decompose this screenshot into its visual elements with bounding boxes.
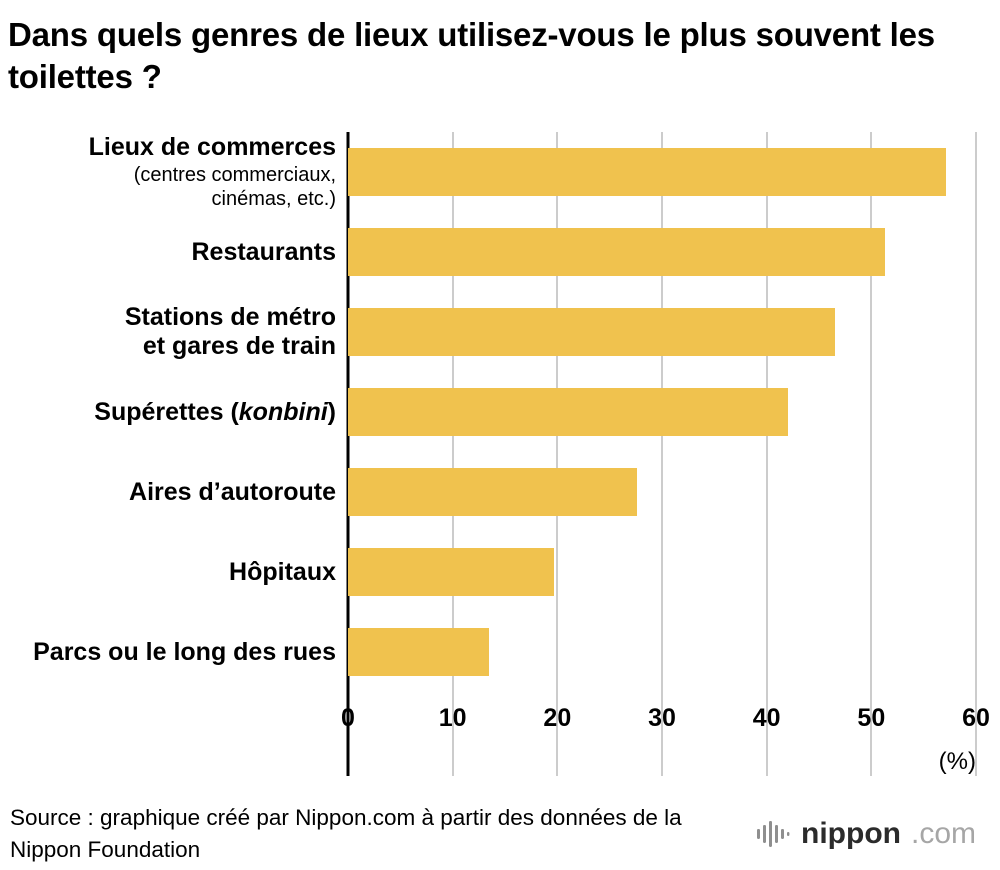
label-text: Supérettes ( xyxy=(94,397,239,426)
category-label: Restaurants xyxy=(8,238,348,268)
category-label: Aires d’autoroute xyxy=(8,478,348,508)
bar xyxy=(348,308,835,357)
category-label-line: Restaurants xyxy=(8,237,337,268)
label-text: et gares de train xyxy=(142,332,336,361)
bar xyxy=(348,148,946,197)
category-label: Lieux de commerces (centres commerciaux, c… xyxy=(8,133,348,211)
bar-chart: Lieux de commerces (centres commerciaux, c… xyxy=(8,132,992,777)
x-tick-label: 20 xyxy=(543,704,572,733)
chart-row: Stations de métro et gares de train xyxy=(8,292,992,372)
category-label-line: Supérettes (konbini) xyxy=(8,398,336,428)
category-label-line: Parcs ou le long des rues xyxy=(8,638,336,668)
bar-track xyxy=(348,388,976,437)
logo-brand-text: nippon xyxy=(801,816,901,850)
label-text: cinémas, etc.) xyxy=(211,188,336,211)
chart-title: Dans quels genres de lieux utilisez-vous… xyxy=(8,16,935,96)
label-text: Parcs ou le long des rues xyxy=(33,637,336,666)
category-label: Stations de métro et gares de train xyxy=(8,303,348,362)
footer: Source : graphique créé par Nippon.com à… xyxy=(8,802,992,865)
bar xyxy=(348,628,490,677)
chart-row: Parcs ou le long des rues xyxy=(8,612,992,692)
label-text: Stations de métro xyxy=(124,302,336,331)
chart-row: Lieux de commerces (centres commerciaux, c… xyxy=(8,132,992,212)
category-label: Supérettes (konbini) xyxy=(8,398,348,428)
x-tick-label: 0 xyxy=(341,704,355,733)
gridline xyxy=(556,132,559,777)
x-tick-label: 40 xyxy=(752,704,781,733)
axis-zero-line xyxy=(346,132,350,777)
category-label-line: Hôpitaux xyxy=(8,558,336,588)
chart-rows: Lieux de commerces (centres commerciaux, c… xyxy=(8,132,992,692)
category-label: Hôpitaux xyxy=(8,558,348,588)
label-text: Hôpitaux xyxy=(229,557,336,586)
x-tick-label: 10 xyxy=(438,704,467,733)
nippon-logo-icon xyxy=(757,820,790,847)
category-label-line: et gares de train xyxy=(8,332,336,362)
chart-row: Supérettes (konbini) xyxy=(8,372,992,452)
category-label-line: cinémas, etc.) xyxy=(8,187,336,211)
x-tick-label: 50 xyxy=(857,704,886,733)
gridline xyxy=(451,132,454,777)
grid-layer xyxy=(346,132,977,777)
category-label: Parcs ou le long des rues xyxy=(8,638,348,668)
gridline xyxy=(765,132,768,777)
label-text: Restaurants xyxy=(191,237,337,266)
bar-track xyxy=(348,228,976,277)
x-axis-unit-label: (%) xyxy=(938,748,976,776)
category-label-line: Lieux de commerces xyxy=(8,133,336,163)
bar-track xyxy=(348,148,976,197)
category-label-line: (centres commerciaux, xyxy=(8,163,336,187)
bar-track xyxy=(348,548,976,597)
bar xyxy=(348,548,555,597)
chart-row: Restaurants xyxy=(8,212,992,292)
bar-track xyxy=(348,308,976,357)
label-text: Lieux de commerces xyxy=(88,133,336,162)
bar xyxy=(348,468,637,517)
nippon-logo: nippon .com xyxy=(755,816,976,852)
label-text: Aires d’autoroute xyxy=(129,477,336,506)
category-label-line: Aires d’autoroute xyxy=(8,478,336,508)
bar-track xyxy=(348,468,976,517)
x-axis-ticks: 0 10 20 30 40 50 60 xyxy=(341,704,990,738)
source-text: Source : graphique créé par Nippon.com à… xyxy=(10,805,682,862)
x-tick-label: 60 xyxy=(962,704,990,733)
gridline xyxy=(975,132,977,777)
x-tick-label: 30 xyxy=(648,704,676,733)
chart-row: Hôpitaux xyxy=(8,532,992,612)
gridline xyxy=(870,132,873,777)
bar-track xyxy=(348,628,976,677)
chart-row: Aires d’autoroute xyxy=(8,452,992,532)
category-label-line: Stations de métro xyxy=(8,303,336,333)
gridline xyxy=(661,132,663,777)
label-text: konbini xyxy=(238,397,328,426)
bar xyxy=(348,228,885,277)
label-text: (centres commerciaux, xyxy=(133,163,336,186)
logo-tld-text: .com xyxy=(910,816,976,850)
label-text: ) xyxy=(327,397,336,426)
bar xyxy=(348,388,788,437)
